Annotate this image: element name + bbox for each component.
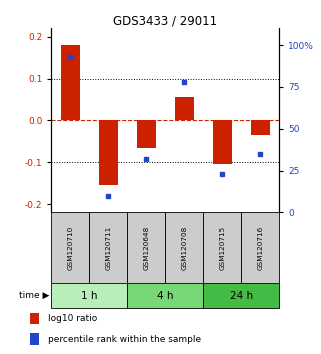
Text: GSM120711: GSM120711 [105, 226, 111, 270]
Title: GDS3433 / 29011: GDS3433 / 29011 [113, 14, 217, 27]
Text: GSM120710: GSM120710 [67, 226, 74, 270]
Bar [127, 212, 165, 283]
Bar [127, 283, 203, 308]
Text: percentile rank within the sample: percentile rank within the sample [48, 335, 201, 343]
Text: GSM120716: GSM120716 [257, 226, 263, 270]
Text: GSM120648: GSM120648 [143, 226, 149, 270]
Text: 1 h: 1 h [81, 291, 98, 301]
Bar [213, 120, 232, 164]
Bar [175, 97, 194, 120]
Bar [203, 283, 279, 308]
Bar [99, 120, 118, 185]
Bar [89, 212, 127, 283]
Bar [61, 45, 80, 120]
Text: GSM120708: GSM120708 [181, 226, 187, 270]
Text: GSM120715: GSM120715 [219, 226, 225, 270]
Bar [203, 212, 241, 283]
Text: log10 ratio: log10 ratio [48, 314, 97, 323]
Bar [241, 212, 279, 283]
Bar [137, 120, 156, 148]
Bar [30, 333, 39, 345]
Text: time ▶: time ▶ [19, 291, 49, 300]
Text: 24 h: 24 h [230, 291, 253, 301]
Bar [165, 212, 203, 283]
Bar [30, 313, 39, 324]
Text: 4 h: 4 h [157, 291, 174, 301]
Bar [251, 120, 270, 135]
Bar [51, 212, 89, 283]
Bar [51, 283, 127, 308]
